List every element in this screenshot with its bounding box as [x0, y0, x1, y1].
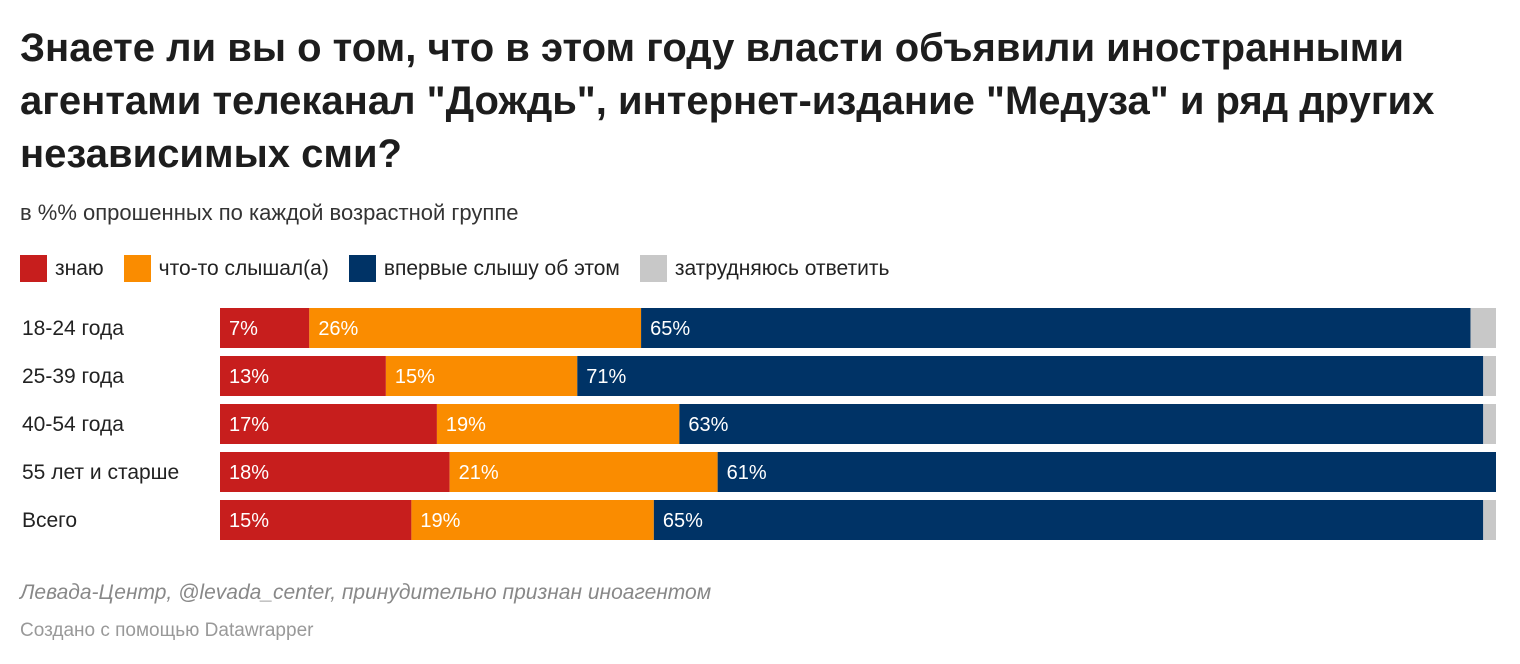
legend-item-know: знаю — [20, 255, 104, 282]
bar-segment — [449, 452, 718, 492]
data-label: 26% — [318, 318, 358, 340]
data-label: 71% — [586, 366, 626, 388]
stacked-bar-chart: 18-24 года 7% 26% 65% 25-39 года 13% 15% 71% 40-… — [22, 308, 1496, 540]
bar-segment — [220, 404, 437, 444]
bar-segment — [220, 356, 386, 396]
category-label: 25-39 года — [22, 365, 124, 388]
legend-swatch — [20, 255, 47, 282]
bar-segment — [436, 404, 680, 444]
data-label: 15% — [229, 510, 269, 532]
bar-segment — [220, 452, 450, 492]
bar-segment — [220, 500, 412, 540]
bar-segment — [1483, 500, 1496, 540]
category-label: 55 лет и старше — [22, 461, 179, 484]
legend-label: знаю — [55, 256, 104, 280]
data-label: 19% — [446, 414, 486, 436]
category-label: 40-54 года — [22, 413, 124, 436]
chart-legend: знаю что-то слышал(а) впервые слышу об э… — [20, 255, 909, 282]
data-label: 63% — [688, 414, 728, 436]
bar-segment — [1483, 404, 1496, 444]
bar-segment — [385, 356, 578, 396]
bar-segment — [220, 308, 310, 348]
data-label: 65% — [663, 510, 703, 532]
bar-segment — [309, 308, 642, 348]
data-label: 61% — [727, 462, 767, 484]
data-label: 19% — [420, 510, 460, 532]
bar-segment — [411, 500, 654, 540]
data-label: 21% — [459, 462, 499, 484]
category-label: Всего — [22, 509, 77, 532]
legend-item-first-time: впервые слышу об этом — [348, 255, 620, 282]
bar-segment — [717, 452, 1496, 492]
bar-segment — [679, 404, 1484, 444]
legend-label: впервые слышу об этом — [383, 256, 620, 280]
bar-segment — [653, 500, 1484, 540]
data-label: 65% — [650, 318, 690, 340]
category-label: 18-24 года — [22, 317, 124, 340]
data-label: 7% — [229, 318, 258, 340]
legend-label: затрудняюсь ответить — [674, 256, 890, 280]
bar-segment — [1470, 308, 1496, 348]
legend-swatch — [639, 255, 667, 282]
chart-title: Знаете ли вы о том, что в этом году влас… — [20, 26, 1435, 176]
data-label: 17% — [229, 414, 269, 436]
legend-item-hard-to-say: затрудняюсь ответить — [639, 255, 890, 282]
bar-segment — [1483, 356, 1496, 396]
chart-subtitle: в %% опрошенных по каждой возрастной гру… — [20, 200, 519, 225]
bar-segment — [577, 356, 1484, 396]
credit-link[interactable]: Создано с помощью Datawrapper — [20, 620, 314, 641]
data-label: 18% — [229, 462, 269, 484]
data-label: 13% — [229, 366, 269, 388]
bar-segment — [641, 308, 1471, 348]
legend-swatch — [123, 255, 151, 282]
source-note: Левада-Центр, @levada_center, принудител… — [20, 581, 712, 604]
legend-label: что-то слышал(а) — [158, 256, 329, 280]
legend-item-heard-something: что-то слышал(а) — [123, 255, 329, 282]
legend-swatch — [348, 255, 376, 282]
data-label: 15% — [395, 366, 435, 388]
